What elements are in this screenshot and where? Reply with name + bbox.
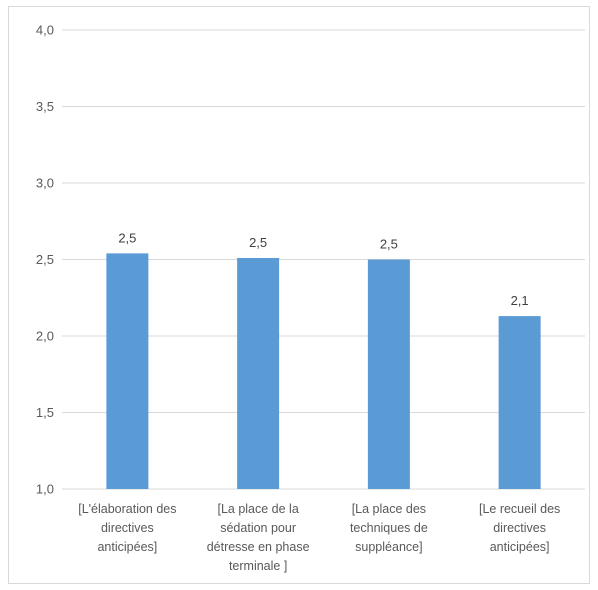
- bars: [106, 253, 541, 489]
- y-tick-label: 2,5: [36, 252, 54, 267]
- y-tick-label: 4,0: [36, 23, 54, 38]
- y-tick-label: 1,5: [36, 405, 54, 420]
- y-tick-label: 3,5: [36, 99, 54, 114]
- data-label: 2,5: [249, 235, 267, 250]
- category-label: [L'élaboration des directives anticipées]: [78, 502, 176, 554]
- y-tick-label: 2,0: [36, 329, 54, 344]
- bar: [237, 257, 280, 489]
- y-tick-label: 3,0: [36, 176, 54, 191]
- y-axis-ticks: 1,0 1,5 2,0 2,5 3,0 3,5 4,0: [36, 23, 54, 497]
- category-label: [La place de la sédation pour détresse en …: [207, 502, 310, 573]
- chart-frame: [8, 6, 590, 584]
- bar: [367, 259, 410, 489]
- category-label: [Le recueil des directives anticipées]: [479, 502, 560, 554]
- category-label: [La place des techniques de suppléance]: [350, 502, 428, 554]
- data-labels: 2,5 2,5 2,5 2,1: [118, 230, 528, 308]
- bar: [498, 316, 541, 489]
- data-label: 2,1: [511, 293, 529, 308]
- bar: [106, 253, 149, 489]
- data-label: 2,5: [380, 237, 398, 252]
- category-labels: [L'élaboration des directives anticipées] […: [78, 502, 560, 573]
- y-tick-label: 1,0: [36, 482, 54, 497]
- gridlines: [62, 29, 585, 490]
- data-label: 2,5: [118, 230, 136, 245]
